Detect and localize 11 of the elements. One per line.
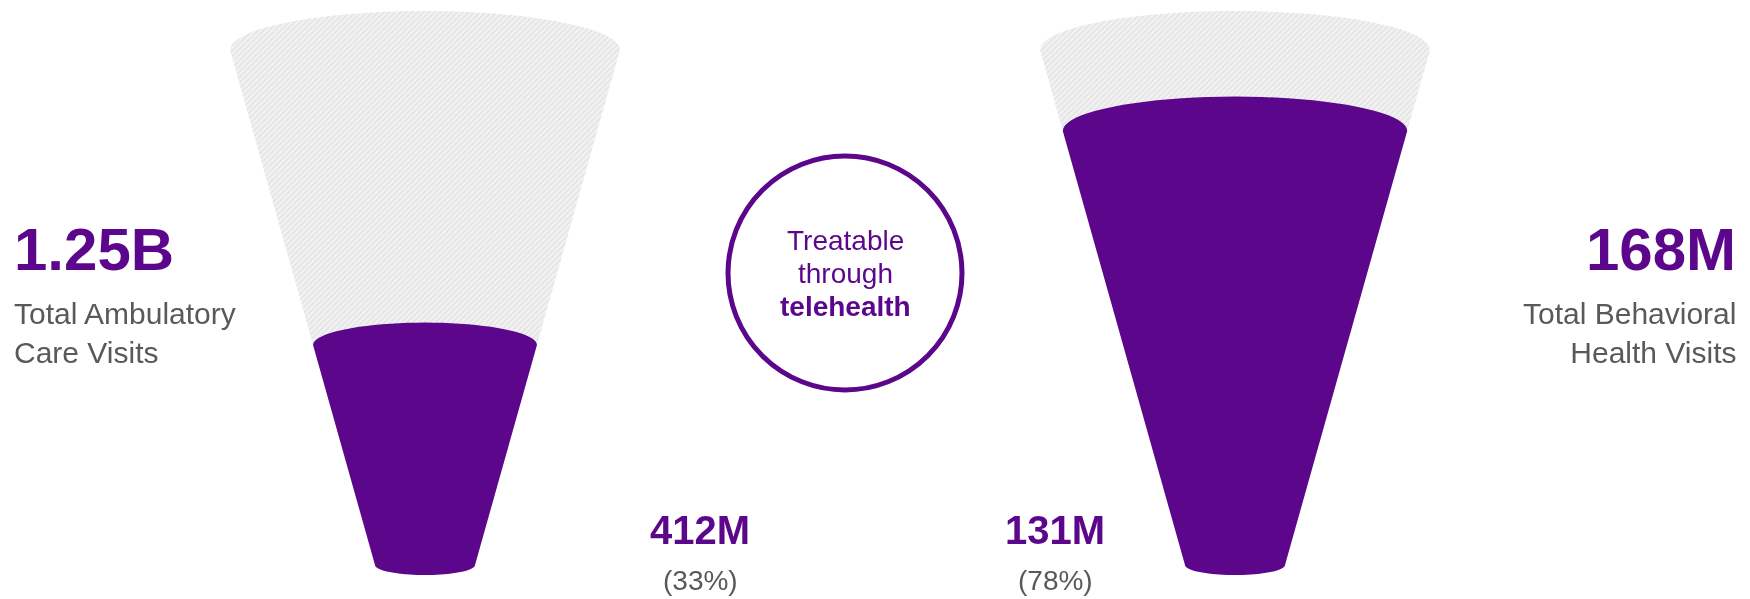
text: (78%) bbox=[1018, 565, 1093, 596]
text: through bbox=[798, 258, 893, 289]
text: telehealth bbox=[780, 291, 911, 322]
category-label: Total Behavioral Health Visits bbox=[1523, 297, 1737, 369]
data-label: 131M bbox=[1005, 508, 1106, 552]
data-label: 1.25B bbox=[14, 216, 175, 283]
text: Treatable bbox=[787, 225, 905, 256]
data-label: 168M bbox=[1586, 216, 1737, 283]
data-label: 412M bbox=[650, 508, 751, 552]
category-label: Total Ambulatory Care Visits bbox=[14, 297, 236, 369]
text: (33%) bbox=[663, 565, 738, 596]
